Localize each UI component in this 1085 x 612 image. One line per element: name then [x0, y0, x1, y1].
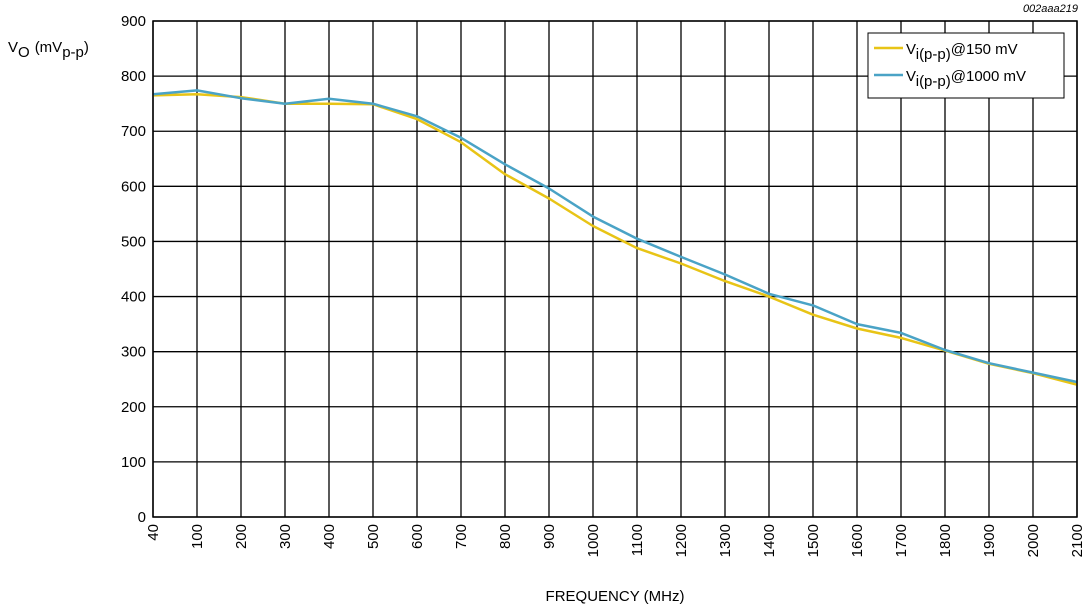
y-label-unit-sub: p-p — [62, 44, 84, 61]
svg-text:VO(mVp-p): VO (mVp-p) — [8, 39, 89, 61]
x-tick-label: 1200 — [673, 524, 690, 557]
x-tick-label: 900 — [541, 524, 558, 549]
y-tick-label: 900 — [121, 13, 146, 30]
series-line-2 — [152, 89, 1078, 384]
x-tick-label: 1100 — [629, 524, 646, 556]
y-tick-label: 200 — [121, 399, 146, 416]
legend-sub-series-1: i(p-p) — [916, 46, 951, 63]
x-tick-label: 40 — [145, 524, 162, 541]
x-tick-label: 1500 — [805, 524, 822, 557]
y-tick-label: 600 — [121, 178, 146, 195]
y-tick-label: 100 — [121, 454, 146, 471]
legend-item-series-1: Vi(p-p)@150 mV — [874, 41, 1018, 63]
data-series — [152, 89, 1078, 386]
x-tick-label: 1800 — [937, 524, 954, 557]
y-tick-label: 700 — [121, 123, 146, 140]
x-tick-label: 1400 — [761, 524, 778, 557]
x-tick-label: 1000 — [585, 524, 602, 557]
y-label-base-sub: O — [18, 44, 30, 61]
plot-frame — [152, 20, 1078, 518]
legend-suffix-series-2: @1000 mV — [951, 68, 1026, 85]
legend-sub-series-2: i(p-p) — [916, 73, 951, 90]
y-tick-label: 400 — [121, 289, 146, 306]
y-label-unit-suffix: ) — [84, 39, 89, 56]
y-tick-label: 300 — [121, 344, 146, 361]
y-tick-label: 0 — [138, 509, 146, 526]
figure-id: 002aaa219 — [1023, 3, 1078, 15]
y-tick-label: 800 — [121, 68, 146, 85]
legend-box — [867, 32, 1065, 99]
x-axis-ticks: 40 100 200 300 400 500 600 700 800 900 1000 1100 120… — [145, 524, 1085, 557]
x-tick-label: 500 — [365, 524, 382, 549]
x-tick-label: 800 — [497, 524, 514, 549]
x-tick-label: 400 — [321, 524, 338, 549]
x-tick-label: 1300 — [717, 524, 734, 557]
y-axis-ticks: 0 100 200 300 400 500 600 700 800 900 — [121, 13, 146, 526]
x-tick-label: 300 — [277, 524, 294, 549]
y-tick-label: 500 — [121, 233, 146, 250]
legend-base-series-1: V — [906, 41, 916, 58]
legend-item-series-2: Vi(p-p)@1000 mV — [874, 68, 1026, 90]
x-tick-label: 1700 — [893, 524, 910, 557]
y-axis-label: VO (mVp-p) — [8, 39, 89, 61]
x-tick-label: 200 — [233, 524, 250, 549]
legend-base-series-2: V — [906, 68, 916, 85]
x-tick-label: 1600 — [849, 524, 866, 557]
series-line-1 — [152, 93, 1078, 386]
x-tick-label: 2000 — [1025, 524, 1042, 557]
x-tick-label: 100 — [189, 524, 206, 549]
x-tick-label: 700 — [453, 524, 470, 549]
y-label-base: V — [8, 39, 18, 56]
x-tick-label: 2100 — [1069, 524, 1085, 557]
x-axis-label: FREQUENCY (MHz) — [546, 588, 685, 605]
legend: Vi(p-p)@150 mV Vi(p-p)@1000 mV — [867, 32, 1065, 99]
svg-text:Vi(p-p)@150 mV: Vi(p-p)@150 mV — [906, 41, 1018, 63]
y-label-unit-prefix: (mV — [35, 39, 63, 56]
legend-suffix-series-1: @150 mV — [951, 41, 1018, 58]
svg-text:Vi(p-p)@1000 mV: Vi(p-p)@1000 mV — [906, 68, 1026, 90]
x-tick-label: 1900 — [981, 524, 998, 557]
x-tick-label: 600 — [409, 524, 426, 549]
